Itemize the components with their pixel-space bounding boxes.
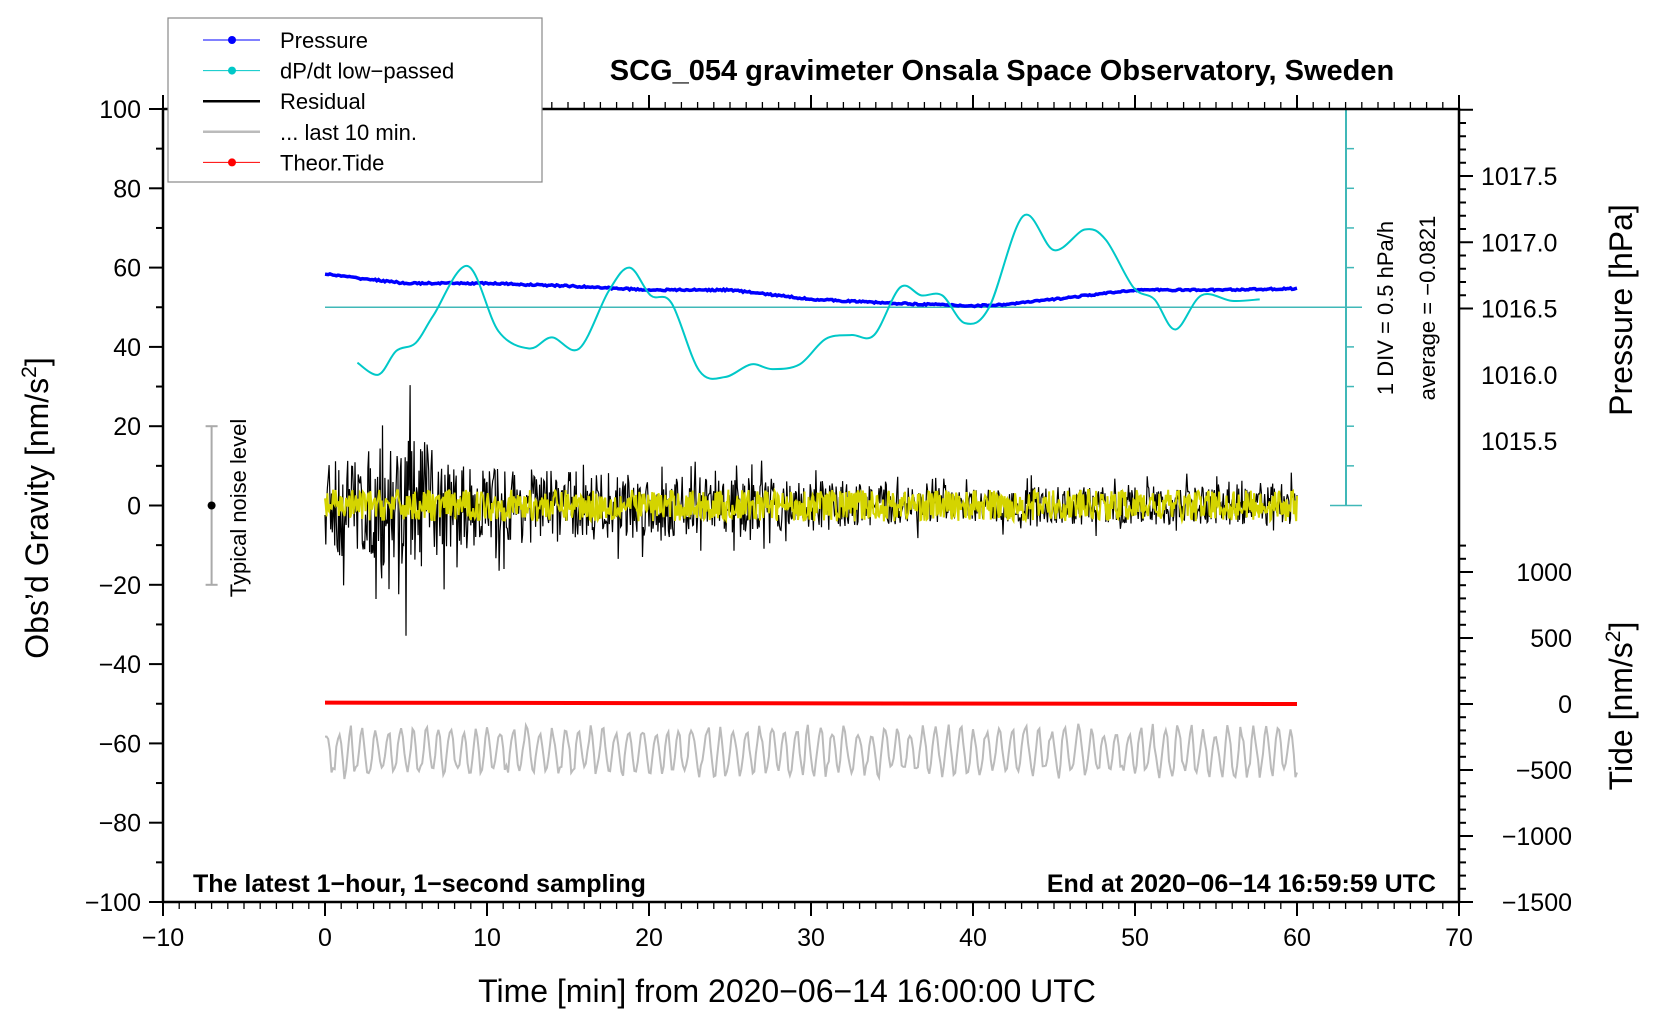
y-tick-label: −20 xyxy=(99,572,141,600)
legend-label: ... last 10 min. xyxy=(280,120,417,145)
x-tick-label: 70 xyxy=(1445,924,1473,952)
y-tick-label: 60 xyxy=(113,255,141,283)
x-tick-label: 40 xyxy=(959,924,987,952)
series-pressure xyxy=(324,272,1298,309)
y-tick-label: 80 xyxy=(113,175,141,203)
series-last-10-min xyxy=(325,721,1298,782)
x-tick-label: 0 xyxy=(318,924,332,952)
x-axis-label: Time [min] from 2020−06−14 16:00:00 UTC xyxy=(478,973,1096,1009)
y-tick-label: 100 xyxy=(99,96,141,124)
y-tick-label: −100 xyxy=(85,889,141,917)
div-label: 1 DIV = 0.5 hPa/h xyxy=(1373,221,1398,395)
tide-axis-label: Tide [nm/s2] xyxy=(1602,622,1639,791)
chart-title: SCG_054 gravimeter Onsala Space Observat… xyxy=(610,55,1394,87)
series-residual xyxy=(324,385,1298,636)
y-tick-label: 40 xyxy=(113,334,141,362)
y-tick-label: −60 xyxy=(99,730,141,758)
pressure-tick-label: 1016.5 xyxy=(1481,296,1557,324)
tide-tick-label: 500 xyxy=(1530,625,1572,653)
tide-tick-label: 1000 xyxy=(1516,559,1572,587)
legend-marker xyxy=(228,66,236,75)
series-residual-smoothed xyxy=(324,487,1298,525)
pressure-tick-label: 1016.0 xyxy=(1481,362,1557,390)
tide-tick-label: −500 xyxy=(1516,757,1572,785)
noise-label: Typical noise level xyxy=(226,419,251,598)
annotation-bottom-right: End at 2020−06−14 16:59:59 UTC xyxy=(1047,870,1436,898)
average-label: average = −0.0821 xyxy=(1415,216,1440,401)
x-tick-label: −10 xyxy=(142,924,184,952)
legend-label: Theor.Tide xyxy=(280,150,384,175)
annotation-bottom-left: The latest 1−hour, 1−second sampling xyxy=(193,870,646,898)
y-tick-label: −80 xyxy=(99,810,141,838)
pressure-axis-label: Pressure [hPa] xyxy=(1603,204,1639,416)
legend-marker xyxy=(228,36,236,44)
x-tick-label: 30 xyxy=(797,924,825,952)
y-tick-label: 20 xyxy=(113,413,141,441)
data-layer xyxy=(205,108,1362,782)
axis-ticks: −10 0 10 20 30 40 50 60 70100806040200−20−40−60−… xyxy=(85,95,1572,952)
x-tick-label: 10 xyxy=(473,924,501,952)
series-theor-tide xyxy=(324,700,1298,706)
series-dpdt xyxy=(356,213,1260,380)
pressure-tick-label: 1017.5 xyxy=(1481,163,1557,191)
x-tick-label: 50 xyxy=(1121,924,1149,952)
legend-marker xyxy=(228,158,236,167)
legend-label: dP/dt low−passed xyxy=(280,59,454,84)
noise-bar-center xyxy=(207,501,216,510)
y-axis-label: Obs’d Gravity [nm/s2] xyxy=(18,357,55,659)
y-tick-label: −40 xyxy=(99,651,141,679)
pressure-tick-label: 1017.0 xyxy=(1481,229,1557,257)
tide-tick-label: 0 xyxy=(1558,691,1572,719)
x-tick-label: 60 xyxy=(1283,924,1311,952)
pressure-tick-label: 1015.5 xyxy=(1481,428,1557,456)
x-tick-label: 20 xyxy=(635,924,663,952)
y-tick-label: 0 xyxy=(127,493,141,521)
tide-tick-label: −1500 xyxy=(1502,889,1572,917)
legend-label: Residual xyxy=(280,89,366,114)
legend-label: Pressure xyxy=(280,28,368,53)
legend: Pressure dP/dt low−passed Residual ... last… xyxy=(167,17,543,183)
tide-tick-label: −1000 xyxy=(1502,823,1572,851)
